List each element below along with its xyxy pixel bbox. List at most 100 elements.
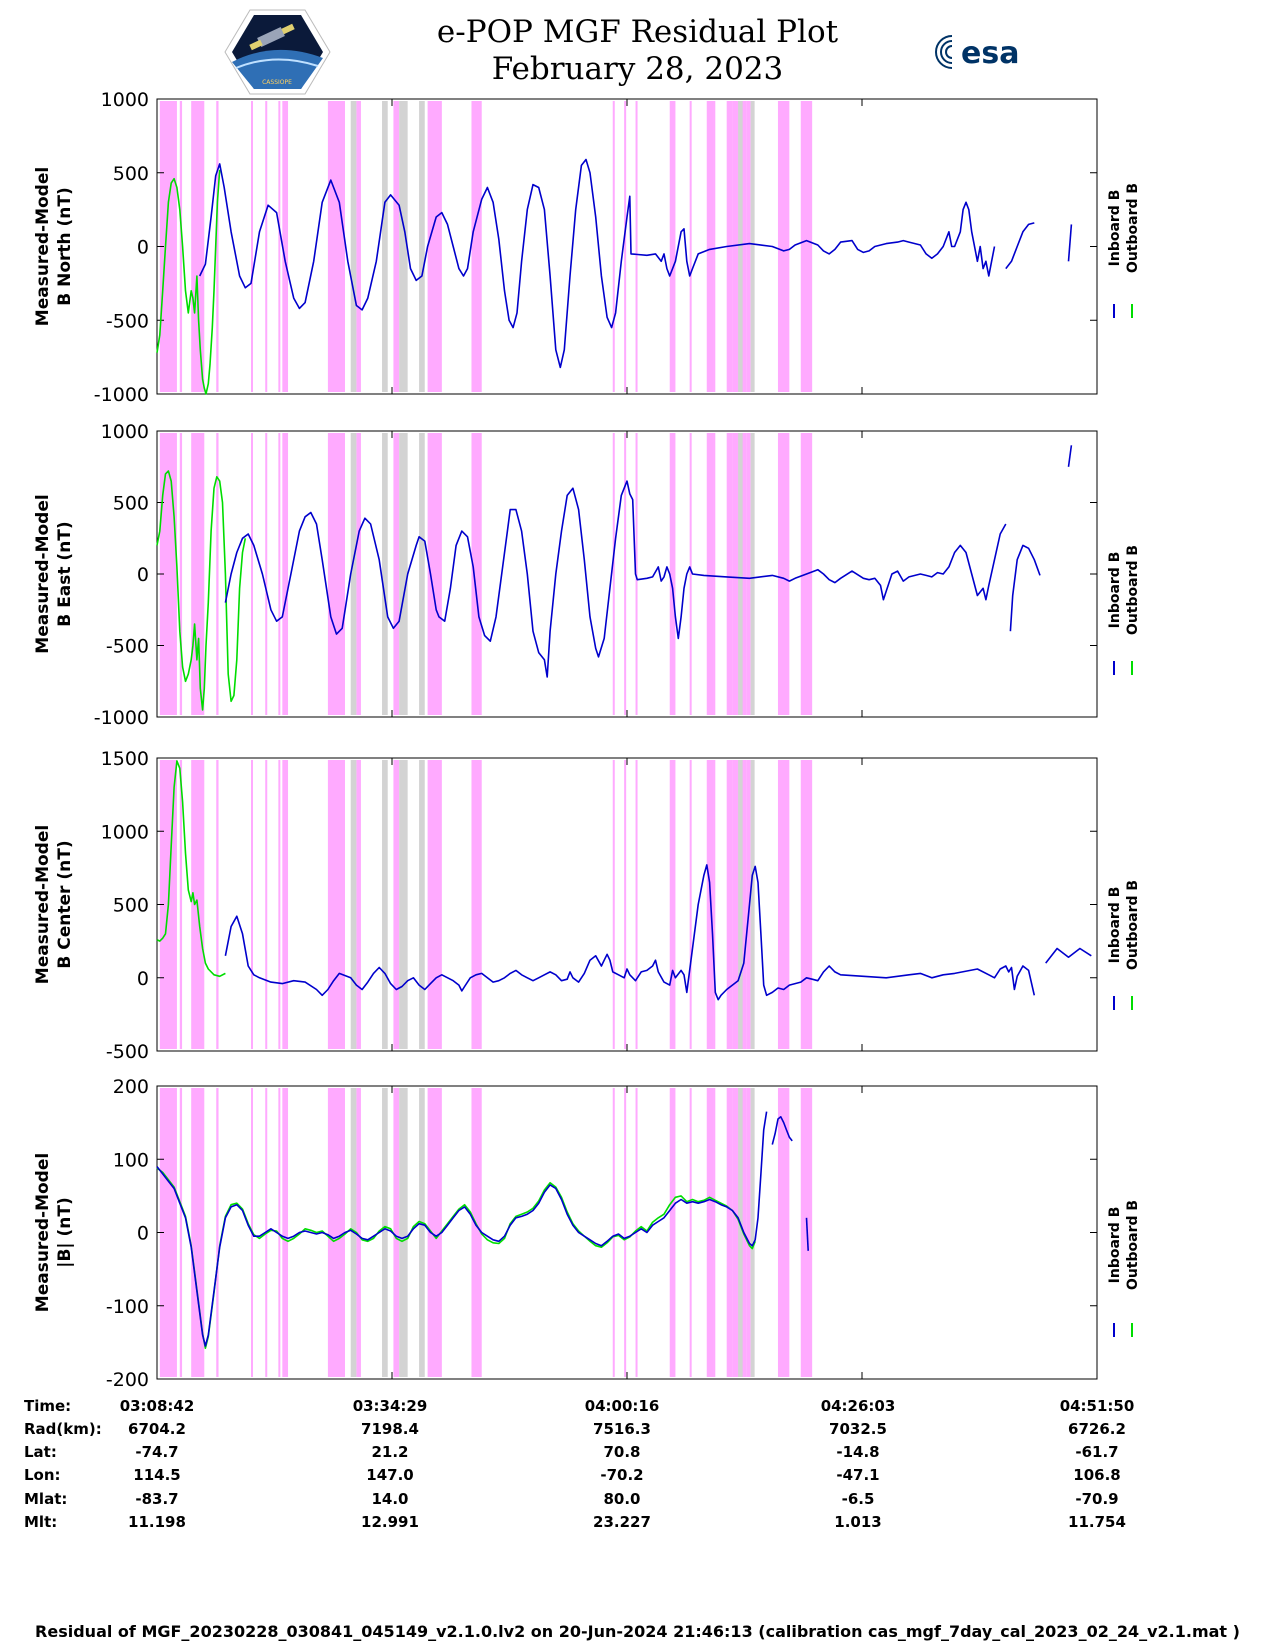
y-tick-label: 1000 [101,821,149,843]
panel-b-center: 1500 1000 500 0 -500 Measured-Model B Center (… [33,748,1141,1063]
y-tick-label: 500 [113,163,149,185]
shade-band-magenta [216,433,219,715]
shade-band-magenta [746,760,751,1049]
shade-band-magenta [669,760,676,1049]
shade-band-magenta [327,433,345,715]
plot-frame [156,98,1098,395]
shade-band-magenta [216,1088,219,1377]
shade-band-magenta [669,433,676,715]
series-line-inboard [1045,947,1092,964]
shade-band-magenta [726,760,733,1049]
ephemeris-value: 11.198 [128,1513,186,1531]
shade-band-magenta [393,760,400,1049]
shade-band-magenta [265,433,268,715]
shade-band-magenta [635,760,638,1049]
shade-band-magenta [612,101,615,392]
ephemeris-value: 80.0 [603,1490,640,1508]
series-line-inboard [224,864,1036,1001]
shade-band-magenta [251,760,253,1049]
shade-band-magenta [624,101,627,392]
shade-band-magenta [713,760,716,1049]
shade-band-magenta [800,760,813,1049]
shade-band-magenta [612,433,615,715]
ephemeris-value: -74.7 [135,1443,178,1461]
ephemeris-value: 6704.2 [128,1420,186,1438]
ephemeris-value: 7516.3 [593,1420,651,1438]
shade-band-magenta [278,760,281,1049]
shade-band-magenta [179,760,183,1049]
shade-band-magenta [777,1088,790,1377]
y-tick-label: 200 [113,1076,149,1098]
shade-band-magenta [777,101,790,392]
series-line-outboard [156,470,247,711]
esa-logo-text: esa [961,36,1019,71]
shade-band-magenta [356,760,361,1049]
shade-band-magenta [216,760,219,1049]
ephemeris-value: -47.1 [836,1466,879,1484]
y-axis-label: Measured-Model |B| (nT) [33,1153,75,1312]
shade-band-gray [738,101,743,392]
series-line-inboard [771,1116,793,1145]
series-line-inboard [224,480,1007,678]
y-tick-label: -1000 [94,384,149,406]
shade-band-gray [350,101,357,392]
shade-band-gray [750,760,755,1049]
shade-band-magenta [278,433,281,715]
shade-band-gray [399,433,408,715]
ephemeris-value: 14.0 [371,1490,408,1508]
series-line-inboard [198,158,996,369]
ephemeris-row-label: Lon: [24,1466,61,1484]
shade-band-magenta [471,760,482,1049]
shade-band-magenta [624,1088,627,1377]
shade-band-magenta [327,760,345,1049]
shade-band-magenta [216,101,219,392]
shade-band-magenta [746,1088,751,1377]
shade-band-magenta [713,101,716,392]
ephemeris-value: 106.8 [1073,1466,1120,1484]
y-tick-label: -500 [106,310,149,332]
shade-band-gray [399,101,408,392]
shade-band-magenta [800,1088,813,1377]
shade-band-gray [738,1088,743,1377]
shade-band-magenta [777,760,790,1049]
shade-band-magenta [191,1088,205,1377]
shade-band-magenta [669,1088,676,1377]
ephemeris-value: 04:51:50 [1060,1397,1135,1415]
ephemeris-value: 7032.5 [829,1420,887,1438]
shade-band-magenta [471,101,482,392]
shade-band-magenta [179,433,183,715]
shade-band-magenta [282,101,289,392]
y-tick-label: -1000 [94,707,149,729]
ephemeris-row-label: Rad(km): [24,1420,102,1438]
shade-band-gray [750,1088,755,1377]
y-tick-label: 0 [137,1223,149,1245]
ephemeris-value: 6726.2 [1068,1420,1126,1438]
shade-band-gray [738,433,743,715]
legend-label-inboard: Inboard B [1107,1207,1123,1284]
shade-band-magenta [282,760,289,1049]
y-tick-label: 1000 [101,89,149,111]
ephemeris-value: 23.227 [593,1513,651,1531]
shade-band-gray [419,101,425,392]
shade-band-magenta [393,1088,400,1377]
shade-band-magenta [706,101,714,392]
series-line-outboard [156,760,226,978]
y-axis-label: Measured-Model B North (nT) [33,167,75,326]
shade-band-magenta [159,1088,177,1377]
shade-band-magenta [356,101,361,392]
legend: Inboard B Outboard B [1107,880,1141,1010]
shade-band-magenta [726,433,733,715]
ephemeris-value: 147.0 [366,1466,413,1484]
shade-band-magenta [356,433,361,715]
ephemeris-row-label: Mlt: [24,1513,57,1531]
panel-b-north: 1000 500 0 -500 -1000 Measured-Model B North (… [33,89,1141,406]
shade-band-magenta [427,433,442,715]
y-tick-label: 100 [113,1149,149,1171]
legend-label-outboard: Outboard B [1125,545,1141,635]
ephemeris-value: -70.2 [600,1466,643,1484]
shade-band-magenta [706,760,714,1049]
y-tick-label: -200 [106,1369,149,1391]
ephemeris-value: 114.5 [133,1466,180,1484]
ephemeris-row-label: Lat: [24,1443,57,1461]
shade-band-magenta [251,433,253,715]
